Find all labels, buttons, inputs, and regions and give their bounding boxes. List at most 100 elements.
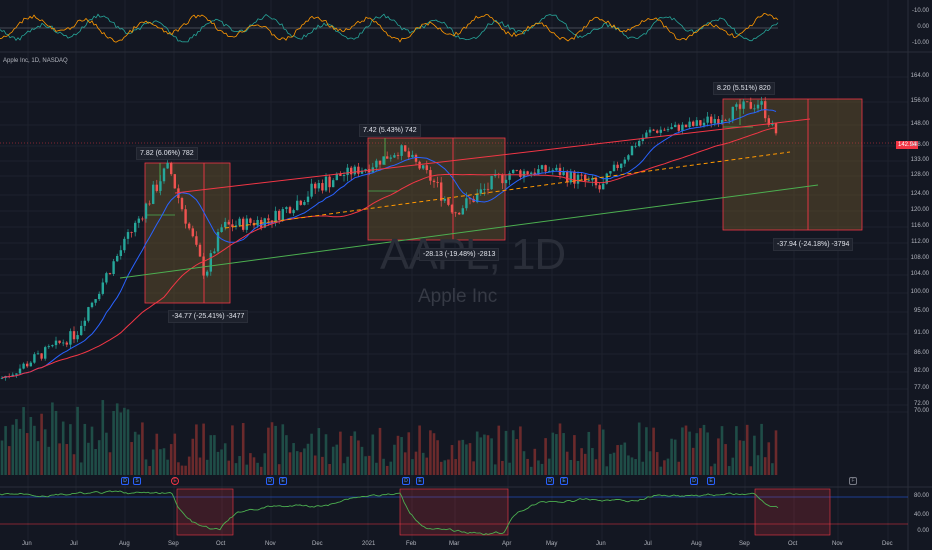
volume-bar bbox=[112, 410, 115, 475]
earnings-icon[interactable]: E bbox=[171, 477, 179, 485]
annotation-label: 8.20 (5.51%) 820 bbox=[713, 82, 775, 95]
slow-ma-line bbox=[1, 127, 777, 379]
volume-bar bbox=[281, 424, 285, 475]
earnings-icon[interactable]: E bbox=[416, 477, 424, 485]
dividend-icon[interactable]: D bbox=[546, 477, 554, 485]
candle-body bbox=[242, 218, 245, 230]
earnings-icon[interactable]: E bbox=[707, 477, 715, 485]
candle-body bbox=[281, 209, 284, 221]
candle-body bbox=[285, 207, 288, 210]
volume-bar bbox=[220, 449, 223, 475]
volume-bar bbox=[353, 431, 357, 475]
candle-body bbox=[188, 223, 191, 229]
candle-body bbox=[227, 221, 230, 225]
volume-bar bbox=[209, 435, 213, 475]
candle-body bbox=[713, 119, 716, 124]
volume-bar bbox=[43, 429, 47, 475]
candle-body bbox=[162, 168, 166, 182]
candle-body bbox=[670, 127, 673, 130]
x-tick-label: Sep bbox=[739, 541, 750, 547]
candle-body bbox=[702, 122, 706, 126]
volume-bar bbox=[76, 406, 79, 475]
candle-body bbox=[602, 183, 605, 190]
candle-body bbox=[137, 218, 140, 223]
volume-bar bbox=[533, 448, 537, 475]
volume-bar bbox=[144, 459, 148, 475]
volume-bar bbox=[630, 457, 634, 475]
earnings-icon[interactable]: E bbox=[560, 477, 568, 485]
candle-body bbox=[306, 196, 310, 203]
x-tick-label: Mar bbox=[449, 541, 460, 547]
volume-bar bbox=[454, 459, 457, 475]
volume-bar bbox=[511, 430, 515, 475]
candle-body bbox=[551, 170, 554, 172]
volume-bar bbox=[285, 435, 288, 475]
volume-bar bbox=[425, 457, 429, 475]
volume-bar bbox=[389, 461, 393, 475]
candle-body bbox=[33, 354, 36, 363]
candle-body bbox=[447, 198, 450, 205]
volume-bar bbox=[137, 434, 141, 475]
volume-bar bbox=[375, 462, 378, 475]
candle-body bbox=[238, 218, 241, 226]
annotation-label: -37.94 (-24.18%) -3794 bbox=[773, 238, 854, 251]
candle-body bbox=[324, 176, 328, 191]
candle-body bbox=[353, 166, 356, 175]
volume-bar bbox=[605, 466, 609, 475]
candle-body bbox=[623, 159, 626, 164]
earnings-icon[interactable]: E bbox=[279, 477, 287, 485]
volume-bar bbox=[598, 424, 601, 475]
candle-body bbox=[69, 331, 72, 345]
x-tick-label: Oct bbox=[788, 541, 798, 547]
dividend-icon[interactable]: D bbox=[690, 477, 698, 485]
candle-body bbox=[209, 253, 212, 272]
volume-bar bbox=[544, 438, 547, 475]
candle-body bbox=[101, 282, 104, 294]
volume-bar bbox=[763, 457, 767, 475]
volume-bar bbox=[742, 440, 745, 475]
volume-bar bbox=[148, 466, 151, 475]
dividend-icon[interactable]: D bbox=[121, 477, 129, 485]
volume-bar bbox=[720, 426, 724, 475]
x-tick-label: Jul bbox=[644, 541, 652, 547]
candle-body bbox=[148, 203, 151, 205]
volume-bar bbox=[159, 449, 162, 475]
volume-bar bbox=[245, 464, 249, 475]
volume-bar bbox=[346, 456, 349, 475]
candle-body bbox=[580, 174, 583, 176]
split-icon[interactable]: S bbox=[133, 477, 141, 485]
flag-icon[interactable]: F bbox=[849, 477, 857, 485]
candle-body bbox=[720, 119, 724, 124]
volume-bar bbox=[400, 437, 403, 475]
volume-bar bbox=[591, 448, 594, 475]
y-tick-label: 82.00 bbox=[913, 368, 929, 374]
candle-body bbox=[76, 335, 79, 340]
candle-body bbox=[375, 160, 378, 168]
dividend-icon[interactable]: D bbox=[266, 477, 274, 485]
candle-body bbox=[692, 121, 695, 126]
volume-bar bbox=[33, 425, 36, 475]
y-tick-label: 156.00 bbox=[910, 98, 929, 104]
volume-bar bbox=[418, 425, 421, 475]
volume-bar bbox=[619, 444, 623, 475]
volume-bar bbox=[745, 424, 749, 475]
candle-body bbox=[411, 154, 414, 158]
volume-bar bbox=[735, 426, 738, 475]
measure-box bbox=[722, 98, 863, 231]
volume-bar bbox=[177, 462, 180, 475]
candle-body bbox=[40, 353, 43, 359]
volume-bar bbox=[288, 452, 292, 475]
volume-bar bbox=[223, 443, 227, 475]
volume-bar bbox=[666, 458, 670, 475]
volume-bar bbox=[299, 452, 303, 475]
candle-body bbox=[753, 108, 756, 110]
stochastic-panel bbox=[0, 142, 908, 536]
annotation-label: -28.13 (-19.48%) -2813 bbox=[419, 248, 500, 261]
channel-bottom-line bbox=[119, 184, 819, 279]
dividend-icon[interactable]: D bbox=[402, 477, 410, 485]
volume-bar bbox=[25, 433, 29, 475]
candle-body bbox=[569, 171, 572, 183]
volume-bar bbox=[267, 427, 270, 475]
volume-bar bbox=[702, 424, 706, 475]
